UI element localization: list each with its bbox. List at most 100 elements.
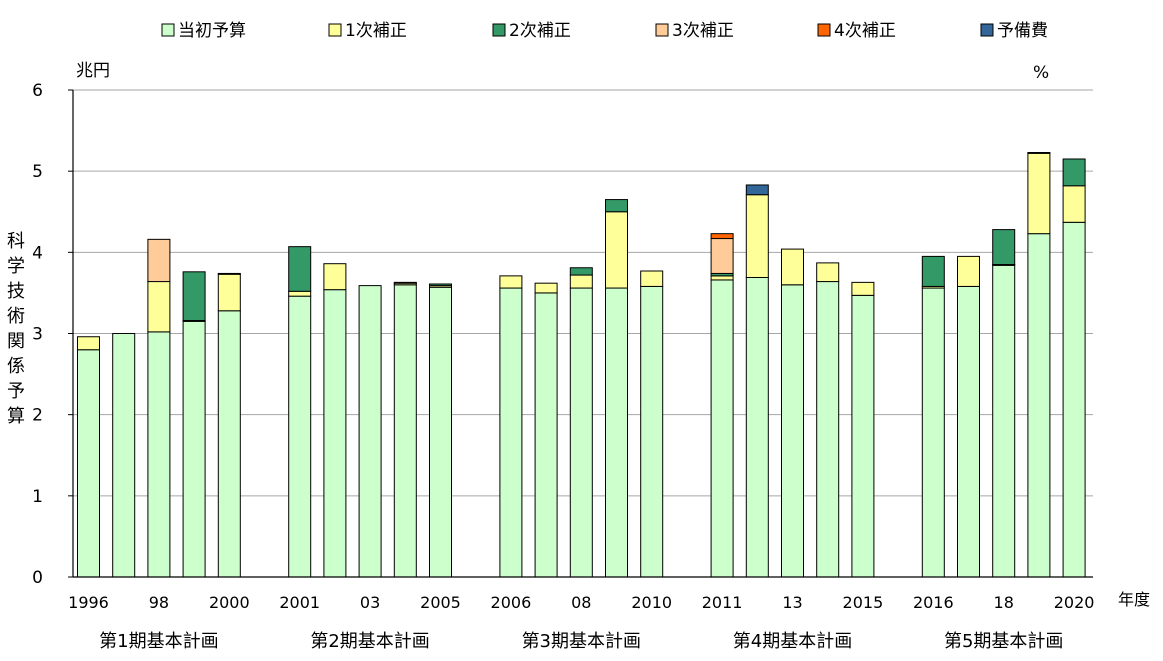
x-tick-label: 08	[571, 593, 591, 612]
period-group-label: 第1期基本計画	[99, 631, 218, 652]
y-tick-label: 0	[32, 568, 43, 588]
legend: 当初予算 1次補正 2次補正 3次補正 4次補正 予備費	[161, 21, 1048, 41]
legend-swatch	[161, 23, 175, 37]
x-tick-label: 18	[994, 593, 1014, 612]
period-group-label: 第3期基本計画	[522, 631, 641, 652]
bar-segment	[569, 267, 593, 276]
bar-segment	[710, 279, 734, 578]
bar-segment	[393, 284, 417, 578]
bar-segment	[816, 281, 840, 578]
bar-segment	[605, 199, 628, 213]
bar-segment	[1062, 185, 1086, 223]
bar-segment	[640, 270, 664, 287]
bar-segment	[640, 285, 664, 578]
bar-segment	[921, 287, 945, 578]
bar-segment	[77, 349, 100, 578]
y-tick-label: 5	[32, 162, 43, 182]
bar-segment	[288, 295, 312, 578]
bar-segment	[605, 211, 628, 289]
bar-segment	[710, 238, 734, 274]
bar-segment	[569, 274, 593, 289]
legend-swatch	[655, 23, 669, 37]
bar-segment	[147, 281, 171, 333]
y-tick-label: 4	[32, 243, 43, 263]
bar-segment	[816, 262, 840, 283]
y-tick-label: 6	[32, 81, 43, 101]
x-tick-label: 2006	[491, 593, 532, 612]
bar-segment	[429, 283, 452, 287]
legend-label: 予備費	[997, 21, 1048, 41]
x-tick-label: 2001	[279, 593, 320, 612]
bar-segment	[745, 276, 769, 578]
legend-swatch	[817, 23, 831, 37]
bar-segment	[957, 285, 980, 578]
bar-segment	[534, 292, 558, 578]
bar-segment	[217, 273, 241, 312]
y-tick-label: 3	[32, 325, 43, 345]
period-group-label: 第5期基本計画	[944, 631, 1063, 652]
bar-segment	[957, 255, 980, 287]
bar-segment	[605, 287, 628, 578]
bar-segment	[745, 194, 769, 278]
bar-segment	[1027, 151, 1051, 154]
legend-label: 2次補正	[509, 21, 571, 41]
bar-segment	[569, 287, 593, 578]
bar-segment	[147, 331, 171, 578]
bar-segment	[1062, 158, 1086, 187]
x-tick-label: 2000	[209, 593, 250, 612]
bar-segment	[499, 275, 523, 289]
bar-segment	[393, 281, 417, 284]
period-group-label: 第2期基本計画	[310, 631, 429, 652]
bar-segment	[781, 284, 804, 578]
x-tick-label: 13	[782, 593, 802, 612]
y-tick-label: 1	[32, 487, 43, 507]
x-tick-label: 2015	[843, 593, 884, 612]
bar-segment	[921, 255, 945, 287]
legend-label: 4次補正	[834, 21, 896, 41]
legend-label: 当初予算	[178, 21, 246, 41]
x-tick-label: 98	[149, 593, 169, 612]
bar-segment	[288, 290, 312, 297]
x-tick-label: 2010	[631, 593, 672, 612]
bar-segment	[851, 281, 875, 296]
bar-segment	[77, 336, 100, 351]
x-tick-label: 03	[360, 593, 380, 612]
bar-segment	[323, 289, 347, 578]
bar-segment	[781, 248, 804, 286]
bar-segment	[217, 310, 241, 578]
legend-swatch	[328, 23, 342, 37]
legend-swatch	[980, 23, 994, 37]
bar-segment	[323, 263, 347, 291]
bar-segment	[288, 246, 312, 292]
bar-segment	[992, 229, 1016, 266]
bar-segment	[358, 285, 382, 578]
bar-segment	[710, 275, 734, 281]
y-unit-label: 兆円	[76, 61, 110, 81]
bars	[77, 151, 1086, 578]
bar-segment	[851, 294, 875, 578]
bar-segment	[147, 238, 171, 283]
legend-label: 1次補正	[345, 21, 407, 41]
bar-segment	[182, 271, 206, 322]
legend-label: 3次補正	[672, 21, 734, 41]
bar-segment	[217, 272, 241, 275]
bar-segment	[534, 282, 558, 294]
bar-segment	[745, 184, 769, 196]
bar-segment	[992, 264, 1016, 578]
bar-segment	[182, 320, 206, 578]
x-axis-label: 年度	[1118, 590, 1150, 609]
bar-segment	[499, 287, 523, 578]
x-tick-label: 2016	[913, 593, 954, 612]
right-unit-label: %	[1033, 63, 1049, 83]
y-tick-label: 2	[32, 406, 43, 426]
bar-segment	[429, 286, 452, 578]
y-axis-label: 科学技術関係予算	[7, 231, 25, 427]
axes: 0 1 2 3 4 5 6 1996 98 2000 2001 03 2005 2006 08 2010 201…	[32, 81, 1094, 652]
bar-segment	[1027, 233, 1051, 578]
x-tick-label: 2020	[1054, 593, 1095, 612]
period-group-label: 第4期基本計画	[733, 631, 852, 652]
x-tick-label: 2011	[702, 593, 743, 612]
x-tick-label: 2005	[420, 593, 461, 612]
bar-segment	[710, 233, 734, 240]
